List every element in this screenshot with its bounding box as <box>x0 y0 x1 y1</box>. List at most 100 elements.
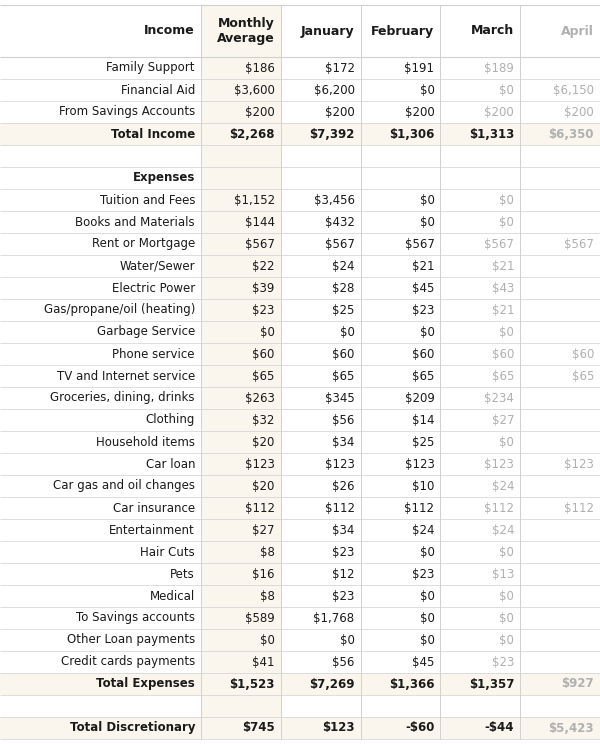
Text: $1,152: $1,152 <box>233 193 275 207</box>
Text: March: March <box>471 25 514 37</box>
Text: Financial Aid: Financial Aid <box>121 83 195 97</box>
Bar <box>201 673 281 695</box>
Text: $21: $21 <box>492 260 514 272</box>
Text: $345: $345 <box>325 391 355 405</box>
Text: $144: $144 <box>245 216 275 228</box>
Bar <box>201 101 281 123</box>
Text: Rent or Mortgage: Rent or Mortgage <box>92 237 195 251</box>
Text: $209: $209 <box>404 391 434 405</box>
Bar <box>201 541 281 563</box>
Text: $65: $65 <box>492 370 514 382</box>
Text: $123: $123 <box>245 458 275 470</box>
Text: $200: $200 <box>484 106 514 118</box>
Text: $21: $21 <box>412 260 434 272</box>
Bar <box>0 299 600 321</box>
Text: $20: $20 <box>253 479 275 493</box>
Text: $0: $0 <box>419 589 434 603</box>
Text: April: April <box>561 25 594 37</box>
Bar <box>201 167 281 189</box>
Text: $0: $0 <box>499 589 514 603</box>
Text: Total Income: Total Income <box>111 127 195 141</box>
Bar <box>0 673 600 695</box>
Text: Household items: Household items <box>96 435 195 449</box>
Bar <box>201 5 281 57</box>
Text: $0: $0 <box>499 216 514 228</box>
Text: $0: $0 <box>499 83 514 97</box>
Text: $0: $0 <box>419 545 434 559</box>
Text: $123: $123 <box>322 722 355 734</box>
Bar <box>0 101 600 123</box>
Bar <box>0 145 600 167</box>
Text: -$60: -$60 <box>405 722 434 734</box>
Bar <box>201 387 281 409</box>
Text: Water/Sewer: Water/Sewer <box>119 260 195 272</box>
Bar <box>0 409 600 431</box>
Text: $191: $191 <box>404 62 434 74</box>
Bar <box>0 255 600 277</box>
Bar <box>201 123 281 145</box>
Text: $432: $432 <box>325 216 355 228</box>
Text: Monthly
Average: Monthly Average <box>217 17 275 45</box>
Bar <box>0 585 600 607</box>
Bar <box>201 717 281 739</box>
Bar <box>201 497 281 519</box>
Bar <box>201 695 281 717</box>
Bar <box>201 277 281 299</box>
Text: $5,423: $5,423 <box>548 722 594 734</box>
Text: Garbage Service: Garbage Service <box>97 326 195 339</box>
Text: Car gas and oil changes: Car gas and oil changes <box>53 479 195 493</box>
Bar <box>0 211 600 233</box>
Text: $24: $24 <box>412 524 434 536</box>
Text: $34: $34 <box>332 435 355 449</box>
Text: $14: $14 <box>412 414 434 426</box>
Bar <box>0 651 600 673</box>
Text: $0: $0 <box>499 193 514 207</box>
Bar <box>0 343 600 365</box>
Text: $26: $26 <box>332 479 355 493</box>
Text: $22: $22 <box>253 260 275 272</box>
Text: Car insurance: Car insurance <box>113 501 195 515</box>
Text: $0: $0 <box>419 216 434 228</box>
Text: Total Expenses: Total Expenses <box>96 678 195 690</box>
Text: $8: $8 <box>260 545 275 559</box>
Bar <box>201 629 281 651</box>
Text: $56: $56 <box>332 414 355 426</box>
Text: $927: $927 <box>562 678 594 690</box>
Bar <box>201 211 281 233</box>
Text: $567: $567 <box>245 237 275 251</box>
Text: $24: $24 <box>332 260 355 272</box>
Text: $234: $234 <box>484 391 514 405</box>
Bar <box>0 629 600 651</box>
Bar <box>201 431 281 453</box>
Bar <box>0 453 600 475</box>
Bar <box>201 79 281 101</box>
Text: $200: $200 <box>404 106 434 118</box>
Bar <box>201 233 281 255</box>
Text: $65: $65 <box>572 370 594 382</box>
Bar <box>0 5 600 57</box>
Text: $25: $25 <box>412 435 434 449</box>
Bar <box>201 321 281 343</box>
Bar <box>201 453 281 475</box>
Text: $123: $123 <box>404 458 434 470</box>
Bar <box>201 255 281 277</box>
Text: Credit cards payments: Credit cards payments <box>61 655 195 669</box>
Text: $0: $0 <box>260 633 275 647</box>
Bar <box>0 563 600 585</box>
Text: $112: $112 <box>564 501 594 515</box>
Bar <box>0 277 600 299</box>
Text: $65: $65 <box>253 370 275 382</box>
Text: Hair Cuts: Hair Cuts <box>140 545 195 559</box>
Text: $6,150: $6,150 <box>553 83 594 97</box>
Text: $34: $34 <box>332 524 355 536</box>
Bar <box>201 57 281 79</box>
Text: To Savings accounts: To Savings accounts <box>76 612 195 624</box>
Text: Car loan: Car loan <box>146 458 195 470</box>
Text: $39: $39 <box>253 281 275 295</box>
Text: Medical: Medical <box>150 589 195 603</box>
Text: $16: $16 <box>253 568 275 580</box>
Bar <box>0 717 600 739</box>
Text: Clothing: Clothing <box>146 414 195 426</box>
Text: Total Discretionary: Total Discretionary <box>70 722 195 734</box>
Bar <box>201 475 281 497</box>
